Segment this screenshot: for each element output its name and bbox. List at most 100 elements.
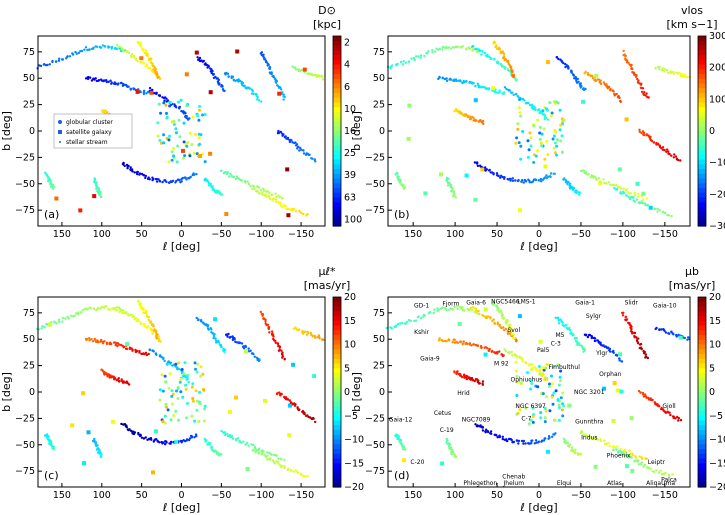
stream-point	[677, 158, 680, 162]
stream-point	[144, 325, 147, 328]
stream-point	[468, 342, 472, 345]
stream-point	[130, 347, 133, 350]
stream-point	[622, 49, 625, 53]
x-tick-label: 100	[93, 490, 111, 501]
stream-point	[523, 99, 526, 102]
satellite-galaxy	[440, 461, 445, 466]
globular-cluster	[197, 420, 201, 423]
satellite-galaxy	[619, 389, 624, 394]
stream-point	[470, 344, 473, 347]
stream-point	[673, 153, 676, 156]
colorbar-segment	[333, 221, 341, 227]
stream-point	[624, 54, 627, 57]
stream-point	[273, 462, 276, 465]
stream-point	[94, 77, 97, 80]
globular-cluster	[556, 101, 560, 105]
colorbar-segment	[698, 401, 706, 407]
stream-point	[522, 181, 525, 184]
stream-point	[200, 59, 203, 62]
stream-point	[527, 101, 530, 105]
stream-point	[49, 440, 53, 443]
stream-point	[224, 433, 227, 437]
satellite-galaxy	[612, 381, 617, 385]
colorbar-tick-label: −5	[344, 411, 358, 422]
stream-point	[280, 349, 283, 352]
stream-point	[438, 47, 441, 51]
globular-cluster	[558, 375, 562, 379]
stream-point	[567, 328, 570, 331]
stream-point	[272, 197, 276, 201]
stream-point	[280, 92, 284, 96]
stream-point	[456, 45, 459, 49]
stream-point	[52, 448, 56, 451]
y-tick-label: −25	[365, 152, 385, 163]
stream-point	[445, 77, 448, 80]
satellite-galaxy	[629, 416, 634, 421]
stream-annotation: Chenab	[502, 474, 525, 481]
colorbar-segment	[333, 320, 341, 327]
stream-point	[57, 59, 61, 62]
colorbar-segment	[333, 183, 341, 189]
stream-point	[261, 314, 264, 317]
stream-point	[445, 180, 449, 183]
stream-point	[687, 336, 690, 339]
stream-point	[304, 330, 307, 333]
y-tick-label: −75	[15, 205, 35, 216]
stream-point	[151, 62, 154, 65]
stream-point	[468, 47, 472, 50]
stream-point	[123, 164, 126, 168]
satellite-galaxy	[287, 403, 292, 408]
globular-cluster	[174, 409, 178, 413]
stream-point	[501, 354, 505, 358]
y-axis-label: b [deg]	[350, 111, 363, 151]
stream-point	[302, 149, 305, 152]
stream-point	[51, 447, 54, 450]
globular-cluster	[517, 141, 521, 145]
stream-point	[450, 78, 453, 81]
stream-point	[462, 79, 465, 83]
stream-point	[504, 58, 508, 61]
stream-point	[405, 320, 408, 324]
colorbar-segment	[698, 145, 706, 151]
stream-point	[402, 448, 405, 451]
stream-annotation: GD-1	[414, 303, 429, 310]
globular-cluster	[171, 392, 175, 396]
stream-point	[555, 56, 558, 59]
colorbar-unit: [mas/yr]	[669, 279, 716, 292]
stream-point	[473, 379, 476, 383]
colorbar-tick-label: 63	[344, 192, 356, 203]
stream-point	[395, 324, 398, 327]
globular-cluster	[548, 382, 551, 386]
satellite-galaxy	[567, 403, 572, 408]
colorbar-title: μℓ*	[318, 265, 336, 278]
stream-point	[113, 308, 117, 311]
stream-point	[283, 95, 286, 99]
stream-point	[643, 202, 647, 205]
colorbar-tick-label: 100	[344, 214, 362, 225]
stream-point	[472, 343, 475, 346]
colorbar-segment	[698, 458, 706, 464]
stream-point	[539, 177, 543, 181]
globular-cluster	[172, 414, 176, 418]
satellite-galaxy	[263, 398, 267, 403]
stellar-stream-0	[36, 304, 126, 331]
stream-point	[630, 195, 633, 199]
stellar-stream-3	[491, 301, 516, 340]
globular-cluster	[195, 370, 199, 374]
stream-point	[481, 429, 485, 432]
stream-point	[620, 453, 623, 456]
stream-point	[547, 175, 550, 178]
stream-point	[96, 444, 99, 447]
globular-cluster	[188, 131, 192, 135]
stream-point	[677, 419, 680, 422]
stream-point	[276, 460, 279, 463]
y-tick-label: 75	[373, 308, 385, 319]
globular-cluster	[529, 418, 533, 422]
stream-point	[130, 53, 134, 56]
stream-point	[538, 369, 541, 373]
colorbar-segment	[333, 112, 341, 118]
stream-point	[521, 357, 524, 360]
y-tick-label: 0	[29, 387, 35, 398]
